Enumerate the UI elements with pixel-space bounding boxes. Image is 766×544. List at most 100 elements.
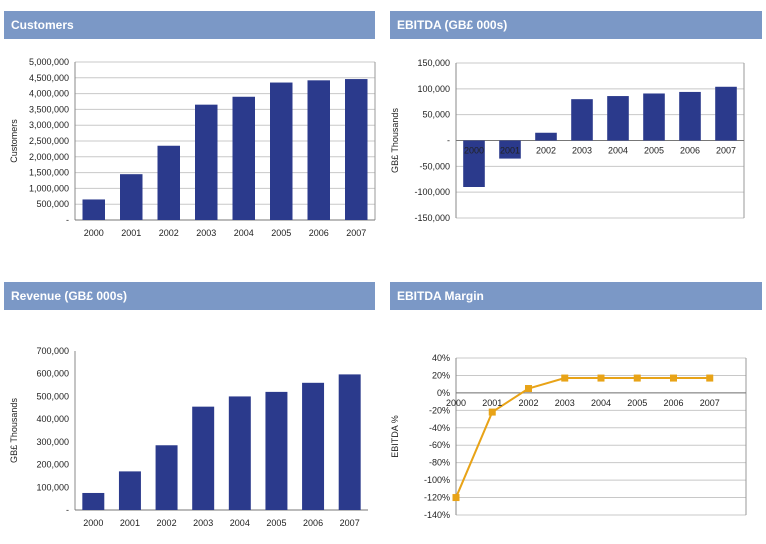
x-tick-label: 2001 xyxy=(482,398,502,408)
y-tick-label: 600,000 xyxy=(36,369,69,379)
bar xyxy=(120,174,143,220)
y-tick-label: - xyxy=(447,136,450,146)
y-tick-label: -60% xyxy=(429,440,450,450)
y-tick-label: 1,000,000 xyxy=(29,183,69,193)
y-tick-label: 50,000 xyxy=(422,110,450,120)
bar xyxy=(82,199,105,220)
y-axis-title: Customers xyxy=(9,119,19,163)
data-point xyxy=(488,408,496,416)
y-tick-label: 300,000 xyxy=(36,437,69,447)
bar xyxy=(499,140,521,159)
bar xyxy=(232,96,255,220)
x-tick-label: 2007 xyxy=(716,146,736,156)
x-tick-label: 2000 xyxy=(84,228,104,238)
y-tick-label: - xyxy=(66,215,69,225)
x-tick-label: 2003 xyxy=(555,398,575,408)
y-axis-title: EBITDA % xyxy=(390,415,400,458)
x-tick-label: 2006 xyxy=(663,398,683,408)
series-line xyxy=(455,377,710,498)
bar xyxy=(535,132,557,141)
y-tick-label: 200,000 xyxy=(36,460,69,470)
bar xyxy=(270,82,293,220)
x-tick-label: 2007 xyxy=(700,398,720,408)
y-tick-label: 2,500,000 xyxy=(29,136,69,146)
bar xyxy=(118,471,141,510)
x-tick-label: 2005 xyxy=(627,398,647,408)
x-tick-label: 2004 xyxy=(234,228,254,238)
data-point xyxy=(670,374,677,382)
customers-header: Customers xyxy=(4,11,375,39)
y-tick-label: 100,000 xyxy=(417,84,450,94)
x-tick-label: 2001 xyxy=(500,146,520,156)
y-tick-label: 4,500,000 xyxy=(29,73,69,83)
x-tick-label: 2003 xyxy=(572,146,592,156)
y-tick-label: 3,000,000 xyxy=(29,120,69,130)
x-tick-label: 2001 xyxy=(121,228,141,238)
y-tick-label: 3,500,000 xyxy=(29,104,69,114)
data-point xyxy=(633,374,641,382)
y-tick-label: 500,000 xyxy=(36,199,69,209)
x-tick-label: 2005 xyxy=(644,146,664,156)
y-tick-label: - xyxy=(66,505,69,515)
y-tick-label: 700,000 xyxy=(36,346,69,356)
y-tick-label: -150,000 xyxy=(414,213,450,223)
bar xyxy=(715,86,737,141)
x-tick-label: 2005 xyxy=(271,228,291,238)
bar xyxy=(463,140,485,187)
x-tick-label: 2004 xyxy=(608,146,628,156)
y-tick-label: -100% xyxy=(424,475,450,485)
y-tick-label: 100,000 xyxy=(36,482,69,492)
y-tick-label: 1,500,000 xyxy=(29,168,69,178)
y-tick-label: 20% xyxy=(432,370,450,380)
bar xyxy=(571,99,593,141)
bar xyxy=(195,104,218,220)
x-tick-label: 2006 xyxy=(303,518,323,528)
customers-chart: - 500,000 1,000,000 1,500,000 2,000,000 2,500… xyxy=(9,57,376,238)
bar xyxy=(228,396,251,510)
y-axis-title: GB£ Thousands xyxy=(9,398,19,463)
bar xyxy=(345,79,368,220)
x-tick-label: 2007 xyxy=(346,228,366,238)
x-tick-label: 2005 xyxy=(266,518,286,528)
x-tick-label: 2000 xyxy=(464,146,484,156)
x-tick-label: 2003 xyxy=(193,518,213,528)
data-point xyxy=(706,374,714,382)
y-tick-label: 150,000 xyxy=(417,58,450,68)
bar xyxy=(607,96,629,141)
y-tick-label: -140% xyxy=(424,510,450,520)
x-tick-label: 2004 xyxy=(591,398,611,408)
y-tick-label: 40% xyxy=(432,353,450,363)
bar xyxy=(338,374,361,510)
bar xyxy=(82,492,105,510)
x-tick-label: 2006 xyxy=(309,228,329,238)
x-tick-label: 2001 xyxy=(120,518,140,528)
x-tick-label: 2000 xyxy=(446,398,466,408)
x-tick-label: 2006 xyxy=(680,146,700,156)
ebitda-chart: -150,000-100,000-50,000-50,000100,000150… xyxy=(390,58,745,223)
y-tick-label: -80% xyxy=(429,458,450,468)
x-tick-label: 2004 xyxy=(230,518,250,528)
y-tick-label: -100,000 xyxy=(414,187,450,197)
y-axis-title: GB£ Thousands xyxy=(390,108,400,173)
x-tick-label: 2000 xyxy=(83,518,103,528)
x-tick-label: 2003 xyxy=(196,228,216,238)
y-tick-label: -120% xyxy=(424,493,450,503)
bar xyxy=(157,145,180,220)
ebitda-header: EBITDA (GB£ 000s) xyxy=(390,11,762,39)
bar xyxy=(192,406,215,510)
data-point xyxy=(452,494,460,502)
x-tick-label: 2002 xyxy=(518,398,538,408)
bar xyxy=(302,382,325,510)
y-tick-label: 4,000,000 xyxy=(29,89,69,99)
y-tick-label: -50,000 xyxy=(419,161,450,171)
data-point xyxy=(561,374,569,382)
y-tick-label: -40% xyxy=(429,423,450,433)
data-point xyxy=(525,385,532,393)
x-tick-label: 2002 xyxy=(157,518,177,528)
x-tick-label: 2007 xyxy=(340,518,360,528)
y-tick-label: 400,000 xyxy=(36,414,69,424)
bar xyxy=(307,80,330,220)
y-tick-label: 500,000 xyxy=(36,391,69,401)
revenue-header: Revenue (GB£ 000s) xyxy=(4,282,375,310)
y-tick-label: 2,000,000 xyxy=(29,152,69,162)
